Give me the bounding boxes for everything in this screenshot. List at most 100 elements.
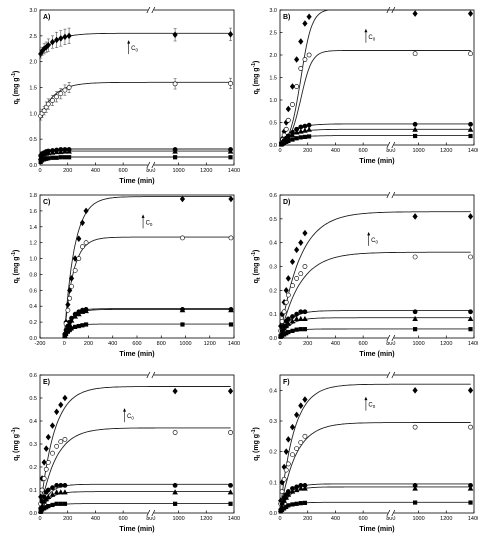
data-point-square xyxy=(286,138,291,144)
data-point-open-circle xyxy=(283,126,289,132)
x-tick-label: 1000 xyxy=(172,516,184,522)
x-tick-label: 800 xyxy=(146,516,155,522)
x-tick-label: 800 xyxy=(386,148,395,154)
data-point-open-circle xyxy=(412,51,418,57)
x-tick-label: 1400 xyxy=(228,516,240,522)
axis-break-mark xyxy=(391,371,396,379)
data-point-square xyxy=(73,324,78,329)
y-tick-label: 0.2 xyxy=(269,288,277,294)
y-tick-label: 0.8 xyxy=(29,272,37,278)
y-tick-label: 3.0 xyxy=(29,8,37,14)
chart-panel: -200 0 200 400 600 800 1000 1200 1400 0.0 0.2 0.4 0.… xyxy=(11,193,240,358)
x-tick-label: 0 xyxy=(278,341,281,347)
fit-curve xyxy=(279,9,471,146)
data-point-square xyxy=(302,500,308,505)
axis-break-mark xyxy=(391,191,396,199)
data-point-triangle xyxy=(66,321,73,327)
data-point-square xyxy=(228,501,233,506)
data-point-triangle xyxy=(297,485,304,491)
data-point-open-circle xyxy=(72,268,78,273)
data-point-open-circle xyxy=(302,433,308,439)
data-point-diamond xyxy=(412,387,418,394)
data-point-diamond xyxy=(62,394,68,402)
y-tick-label: 0.2 xyxy=(29,320,37,326)
data-point-square xyxy=(413,133,418,139)
y-tick-label: 1.8 xyxy=(29,193,37,199)
data-point-diamond xyxy=(289,83,296,90)
x-tick-label: 400 xyxy=(108,341,117,347)
x-tick-label: 0 xyxy=(38,516,41,522)
data-point-square xyxy=(298,501,303,506)
x-tick-label: 1400 xyxy=(468,516,478,522)
data-point-open-circle xyxy=(62,87,68,93)
y-tick-label: 2.0 xyxy=(269,53,277,59)
data-point-square xyxy=(62,155,68,160)
data-point-open-circle xyxy=(281,476,287,482)
data-point-triangle xyxy=(302,315,308,322)
axis-break-gap xyxy=(147,371,154,379)
data-point-triangle xyxy=(302,127,308,133)
data-point-triangle xyxy=(289,132,296,138)
data-point-square xyxy=(76,323,81,329)
axis-break-mark xyxy=(151,161,156,169)
y-tick-label: 0.0 xyxy=(29,336,37,342)
data-point-triangle xyxy=(53,149,60,155)
fit-curve xyxy=(279,128,471,146)
x-tick-label: 400 xyxy=(331,148,340,154)
fit-curve xyxy=(39,150,231,161)
data-point-triangle xyxy=(297,315,304,322)
data-point-triangle xyxy=(228,307,234,313)
data-point-triangle xyxy=(68,317,75,323)
data-point-filled-circle xyxy=(298,124,304,130)
data-point-diamond xyxy=(62,33,68,41)
data-point-triangle xyxy=(283,494,290,500)
data-point-diamond xyxy=(294,56,300,63)
y-tick-label: 0.1 xyxy=(29,488,37,494)
fit-curve xyxy=(279,317,471,339)
y-tick-label: 0.3 xyxy=(269,265,277,271)
data-point-open-circle xyxy=(58,439,64,445)
data-point-open-circle xyxy=(294,276,300,281)
y-tick-label: 0.0 xyxy=(269,336,277,342)
data-point-triangle xyxy=(467,315,474,322)
data-point-open-circle xyxy=(412,424,418,430)
y-tick-label: 0.5 xyxy=(269,217,277,223)
axis-break-gap xyxy=(147,509,154,517)
data-point-filled-circle xyxy=(468,121,473,127)
data-point-open-circle xyxy=(41,476,47,481)
fit-curve xyxy=(39,491,231,514)
data-point-triangle xyxy=(49,149,56,155)
x-tick-label: 0 xyxy=(63,341,66,347)
x-tick-label: 1000 xyxy=(172,168,184,174)
x-axis-title: Time (min) xyxy=(359,526,394,533)
data-point-diamond xyxy=(68,275,75,282)
data-point-diamond xyxy=(43,445,49,452)
data-point-square xyxy=(294,501,299,506)
data-point-diamond xyxy=(66,32,72,40)
data-point-diamond xyxy=(283,448,289,455)
data-point-open-circle xyxy=(39,487,45,493)
c0-arrow-head xyxy=(364,396,368,401)
data-point-square xyxy=(173,501,178,506)
x-axis-title: Time (min) xyxy=(359,158,394,165)
data-point-filled-circle xyxy=(285,316,291,322)
data-point-open-circle xyxy=(50,98,55,103)
data-point-diamond xyxy=(65,301,71,308)
data-point-triangle xyxy=(45,493,52,500)
data-point-diamond xyxy=(294,411,300,419)
data-point-open-circle xyxy=(58,91,64,97)
data-point-square xyxy=(286,503,291,508)
y-tick-label: 1.4 xyxy=(29,225,37,231)
x-tick-label: 1200 xyxy=(440,148,452,154)
data-point-triangle xyxy=(172,148,178,154)
y-tick-label: 0.0 xyxy=(269,511,277,517)
data-point-triangle xyxy=(306,126,312,132)
data-point-triangle xyxy=(302,485,308,491)
data-point-open-circle xyxy=(66,85,72,90)
panel-label: D) xyxy=(283,199,290,206)
data-point-filled-circle xyxy=(302,309,308,315)
data-point-open-circle xyxy=(45,459,51,465)
data-point-diamond xyxy=(298,402,304,409)
y-tick-label: 0.4 xyxy=(29,419,37,425)
data-point-triangle xyxy=(289,318,296,324)
